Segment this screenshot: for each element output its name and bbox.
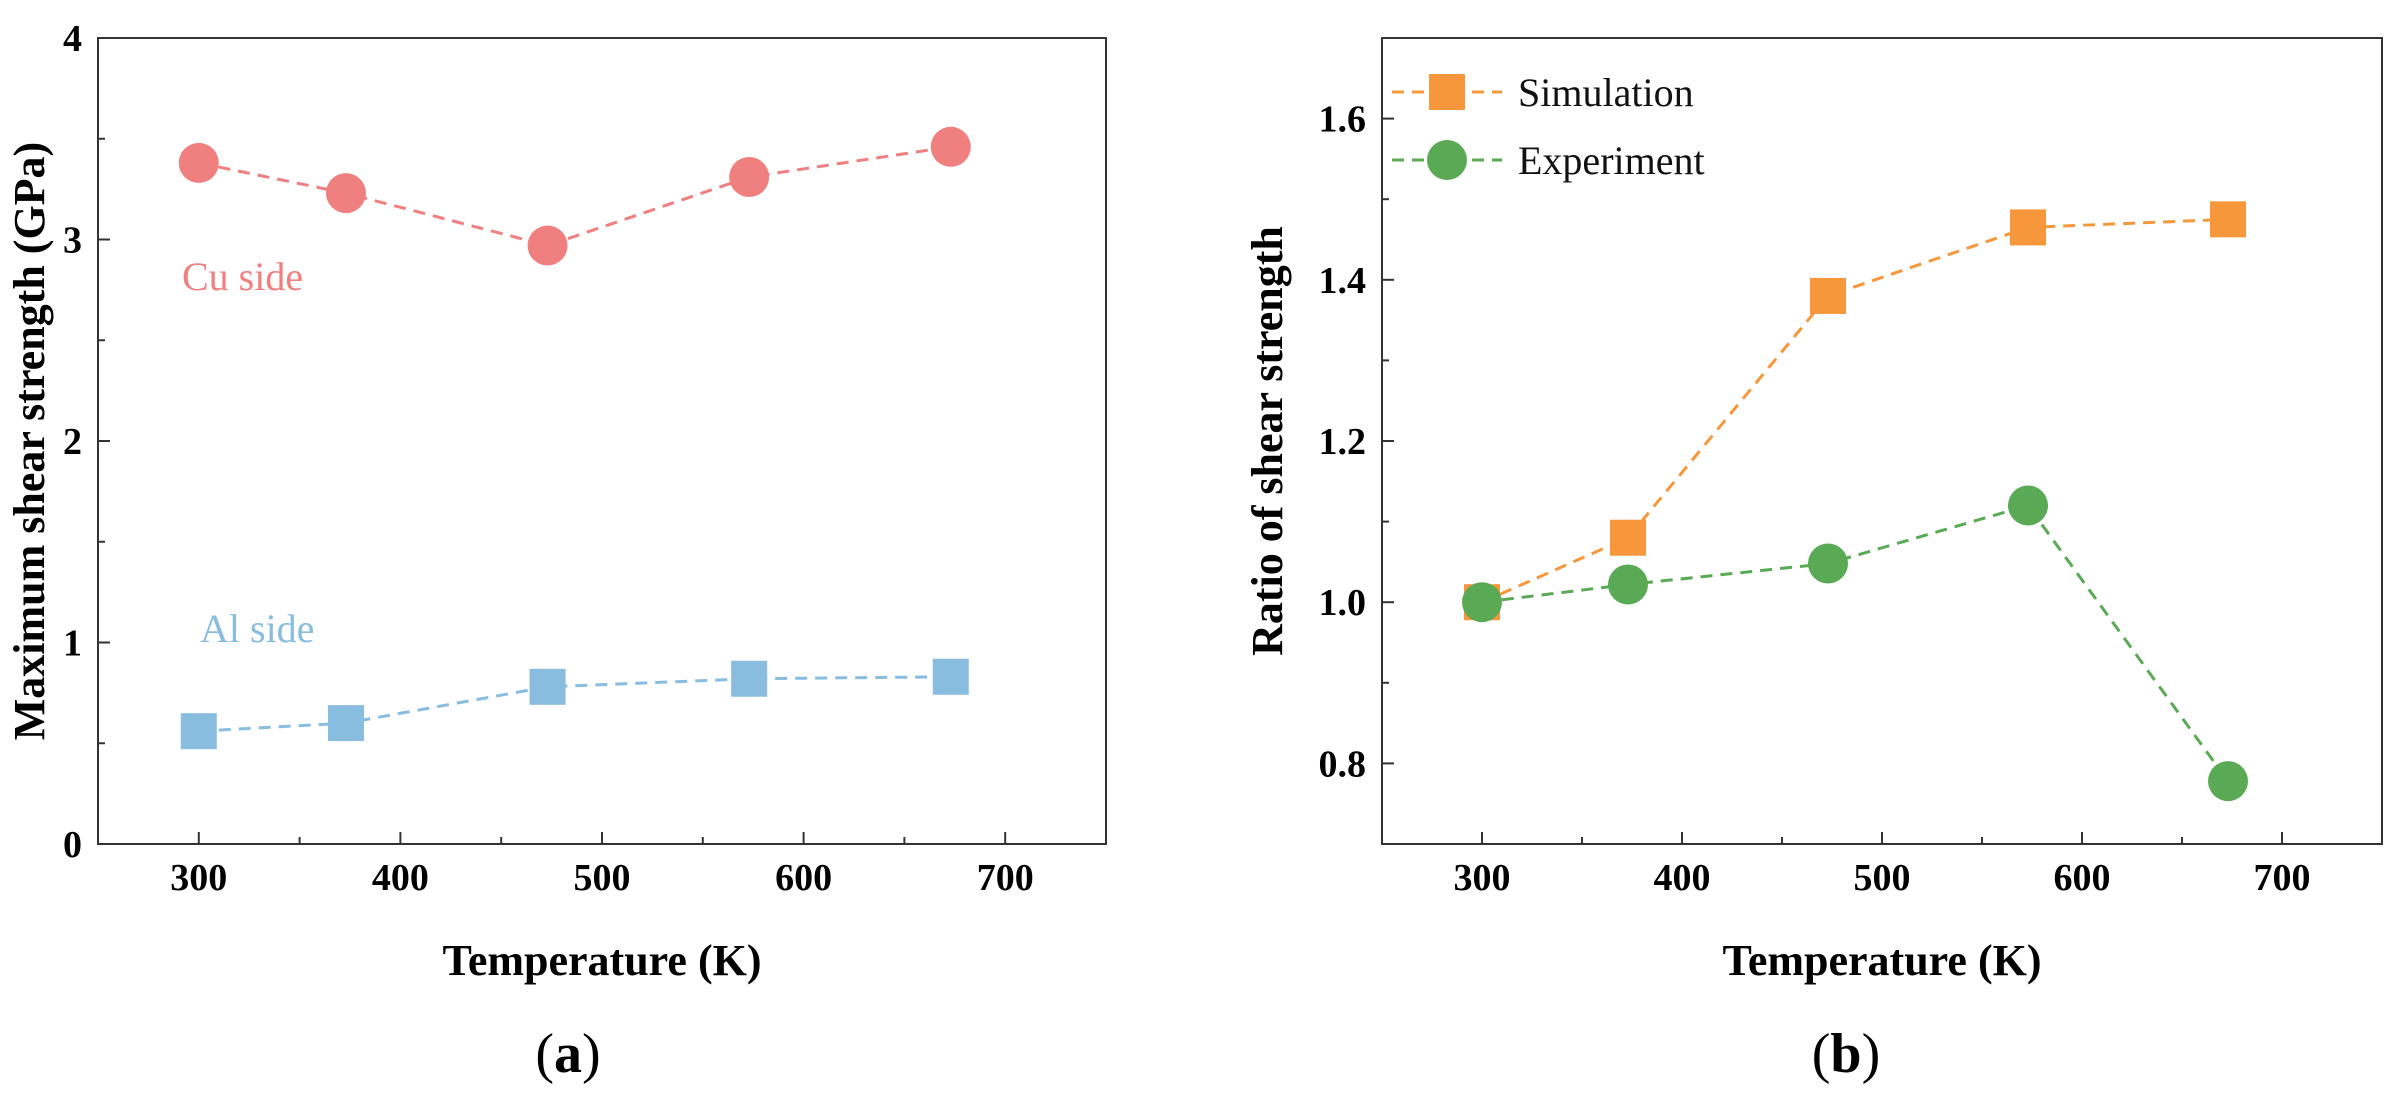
y-axis-title-a: Maximum shear strength (GPa) — [5, 142, 54, 740]
axes-a: 300 400 500 600 700 0 1 2 3 4 — [63, 18, 1034, 899]
annotation-cu-side: Cu side — [182, 254, 303, 299]
x-tick-label: 700 — [977, 857, 1034, 899]
series-b — [1462, 201, 2248, 802]
data-point-simulation — [2210, 201, 2246, 238]
data-point-cu-side — [729, 157, 770, 198]
x-tick-label: 500 — [574, 857, 631, 899]
y-tick-label: 0 — [63, 824, 82, 866]
data-point-experiment — [1462, 582, 1502, 623]
y-tick-label: 2 — [63, 421, 82, 463]
data-point-experiment — [1808, 543, 1848, 584]
x-tick-label: 400 — [1654, 857, 1711, 899]
data-point-cu-side — [178, 142, 219, 183]
y-tick-label: 1.0 — [1319, 582, 1367, 624]
y-tick-label: 0.8 — [1319, 743, 1367, 785]
x-tick-label: 600 — [775, 857, 832, 899]
legend-label-experiment: Experiment — [1518, 138, 1705, 183]
y-tick-label: 1.6 — [1319, 99, 1367, 141]
panel-a: 300 400 500 600 700 0 1 2 3 4 Cu side Al side Tem… — [5, 18, 1107, 1085]
y-tick-label: 3 — [63, 220, 82, 262]
data-point-simulation — [2010, 209, 2046, 246]
legend-marker-experiment — [1427, 140, 1467, 180]
series-line-experiment — [1481, 503, 2230, 783]
legend: Simulation Experiment — [1392, 70, 1705, 183]
panel-label-b-close: ) — [1862, 1023, 1881, 1085]
y-axis-title-b: Ratio of shear strength — [1243, 226, 1292, 656]
series-line-simulation — [1481, 217, 2229, 604]
y-tick-label: 1 — [63, 623, 82, 665]
y-tick-label: 1.4 — [1319, 260, 1367, 302]
data-point-experiment — [2008, 485, 2048, 526]
panel-label-a-letter: a — [554, 1023, 582, 1085]
series-line-al-side — [198, 675, 951, 733]
legend-label-simulation: Simulation — [1518, 70, 1694, 115]
x-tick-label: 700 — [2254, 857, 2311, 899]
x-tick-label: 300 — [170, 857, 227, 899]
x-axis-title-a: Temperature (K) — [443, 936, 762, 985]
panel-b: 300 400 500 600 700 0.8 1.0 1.2 1.4 1.6 Simulatio… — [1243, 37, 2383, 1085]
data-point-cu-side — [527, 225, 568, 266]
y-tick-label: 4 — [63, 18, 82, 60]
data-point-experiment — [1608, 564, 1648, 605]
data-point-simulation — [1610, 519, 1646, 556]
y-tick-label: 1.2 — [1319, 421, 1367, 463]
panel-label-b-open: ( — [1812, 1023, 1831, 1085]
panel-label-b-letter: b — [1830, 1023, 1861, 1085]
annotation-al-side: Al side — [200, 606, 314, 651]
x-axis-title-b: Temperature (K) — [1723, 936, 2042, 985]
data-point-al-side — [529, 668, 566, 705]
x-tick-label: 400 — [372, 857, 429, 899]
data-point-al-side — [731, 660, 768, 697]
panel-label-b: (b) — [1812, 1023, 1880, 1085]
panel-label-a-open: ( — [535, 1023, 554, 1085]
data-point-simulation — [1810, 277, 1846, 314]
data-point-al-side — [180, 713, 217, 750]
series-a — [178, 126, 971, 750]
panel-label-a-close: ) — [582, 1023, 601, 1085]
series-line-cu-side — [198, 145, 951, 248]
x-tick-label: 500 — [1854, 857, 1911, 899]
legend-marker-simulation — [1429, 74, 1465, 110]
panel-label-a: (a) — [535, 1023, 600, 1085]
data-point-al-side — [327, 705, 364, 742]
data-point-cu-side — [325, 173, 366, 214]
data-point-experiment — [2208, 761, 2248, 802]
axes-b: 300 400 500 600 700 0.8 1.0 1.2 1.4 1.6 — [1319, 99, 2311, 899]
x-tick-label: 300 — [1454, 857, 1511, 899]
x-tick-label: 600 — [2054, 857, 2111, 899]
data-point-cu-side — [930, 126, 971, 167]
data-point-al-side — [932, 658, 969, 695]
